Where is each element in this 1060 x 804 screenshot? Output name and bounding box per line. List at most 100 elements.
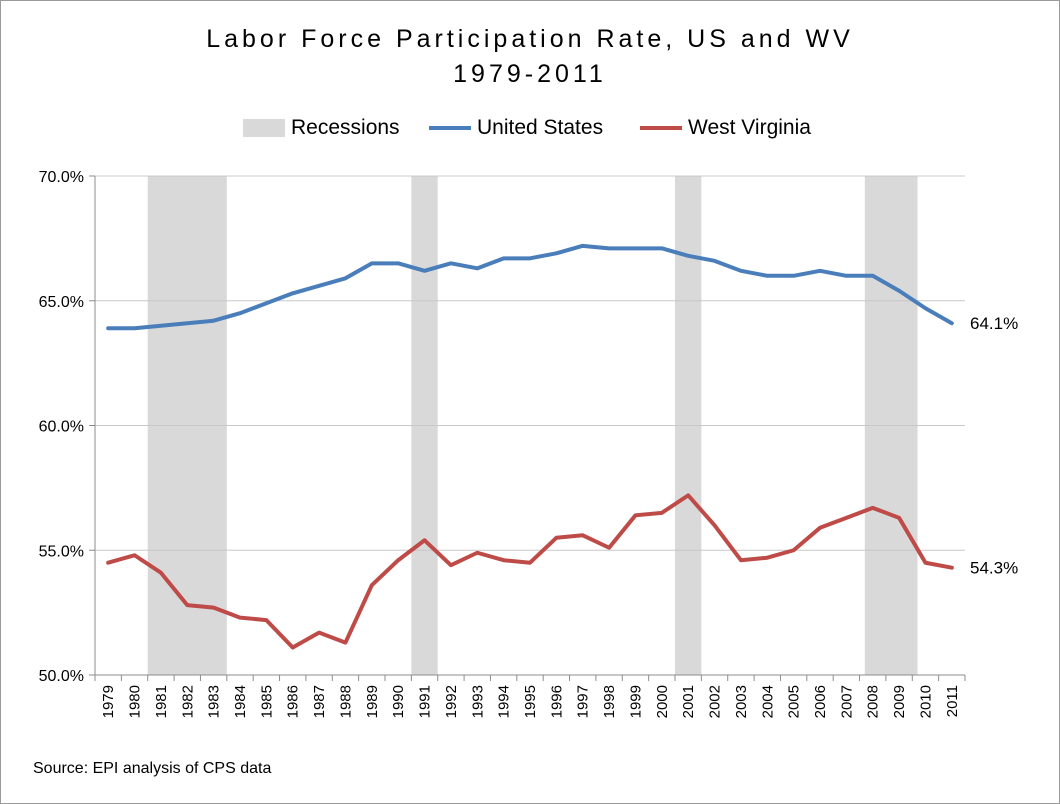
data-point-west-virginia-2009 xyxy=(897,516,901,520)
data-point-united-states-1979 xyxy=(106,326,110,330)
x-tick-label-1983: 1983 xyxy=(206,685,223,718)
data-point-west-virginia-2006 xyxy=(818,526,822,530)
data-point-west-virginia-1980 xyxy=(132,553,137,557)
x-tick-label-1993: 1993 xyxy=(469,685,486,718)
data-point-west-virginia-2011 xyxy=(950,566,954,570)
y-tick-label-65: 65.0% xyxy=(39,294,84,311)
x-tick-label-1996: 1996 xyxy=(548,685,565,718)
data-point-west-virginia-2003 xyxy=(739,558,743,562)
data-point-west-virginia-2002 xyxy=(712,523,717,527)
data-point-west-virginia-2010 xyxy=(923,561,928,565)
legend-label-recessions: Recessions xyxy=(291,116,400,139)
legend: Recessions United States West Virginia xyxy=(0,113,1060,143)
legend-label-west-virginia: West Virginia xyxy=(688,116,811,139)
x-tick-label-2006: 2006 xyxy=(812,685,829,718)
data-point-west-virginia-1986 xyxy=(291,645,295,650)
data-point-united-states-1982 xyxy=(185,321,189,325)
x-tick-label-1995: 1995 xyxy=(522,685,539,718)
x-tick-label-2000: 2000 xyxy=(654,685,671,718)
x-tick-label-1986: 1986 xyxy=(285,685,302,718)
data-point-united-states-2003 xyxy=(739,269,743,273)
data-point-united-states-2009 xyxy=(897,289,901,293)
data-point-united-states-2001 xyxy=(686,254,690,258)
data-point-west-virginia-1999 xyxy=(633,513,638,517)
data-point-west-virginia-1985 xyxy=(264,618,268,622)
chart-subtitle: 1979-2011 xyxy=(453,60,607,88)
legend-item-united-states: United States xyxy=(429,113,603,143)
x-tick-label-1987: 1987 xyxy=(311,685,328,718)
data-point-united-states-1984 xyxy=(238,311,242,315)
data-point-west-virginia-1990 xyxy=(396,558,400,562)
data-point-west-virginia-1989 xyxy=(370,583,374,587)
data-point-west-virginia-1995 xyxy=(528,561,532,565)
x-tick-label-2009: 2009 xyxy=(891,685,908,718)
axes xyxy=(89,175,966,681)
data-point-united-states-2005 xyxy=(792,274,796,278)
data-point-united-states-1981 xyxy=(159,324,163,328)
end-label-west-virginia: 54.3% xyxy=(970,559,1018,578)
data-point-united-states-2004 xyxy=(765,274,769,278)
y-tick-label-50: 50.0% xyxy=(39,668,84,685)
y-tick-label-70: 70.0% xyxy=(39,169,84,186)
data-point-west-virginia-1996 xyxy=(554,536,558,540)
data-point-united-states-1988 xyxy=(343,276,348,280)
data-point-west-virginia-1998 xyxy=(607,546,611,550)
x-tick-label-1982: 1982 xyxy=(179,685,196,718)
data-point-west-virginia-1993 xyxy=(475,551,479,555)
chart-title: Labor Force Participation Rate, US and W… xyxy=(206,25,854,53)
x-tick-label-1999: 1999 xyxy=(627,685,644,718)
tick-labels: 50.0% 55.0% 60.0% 65.0% 70.0% 1979 1980 1981 198… xyxy=(39,169,1019,718)
data-point-united-states-1994 xyxy=(502,256,506,260)
x-tick-label-1988: 1988 xyxy=(337,685,354,718)
data-point-west-virginia-1983 xyxy=(212,606,216,610)
legend-label-united-states: United States xyxy=(477,116,604,139)
legend-item-recessions: Recessions xyxy=(243,113,400,143)
x-tick-label-2003: 2003 xyxy=(733,685,750,718)
data-point-west-virginia-1992 xyxy=(449,563,453,567)
data-point-west-virginia-1979 xyxy=(106,561,110,565)
series-line-west-virginia xyxy=(106,493,954,650)
data-point-united-states-1995 xyxy=(528,256,532,260)
y-tick-label-55: 55.0% xyxy=(39,543,84,560)
data-point-west-virginia-2000 xyxy=(660,511,664,515)
data-point-united-states-1992 xyxy=(449,261,453,265)
data-point-west-virginia-1982 xyxy=(185,603,189,607)
legend-swatch-united-states xyxy=(429,126,471,130)
x-tick-label-1991: 1991 xyxy=(417,685,434,718)
y-tick-label-60: 60.0% xyxy=(39,419,84,436)
x-tick-label-2002: 2002 xyxy=(707,685,724,718)
x-tick-label-2001: 2001 xyxy=(680,685,697,718)
x-tick-label-2008: 2008 xyxy=(865,685,882,718)
x-tick-label-1994: 1994 xyxy=(496,685,513,718)
x-tick-label-2005: 2005 xyxy=(786,685,803,718)
x-tick-label-2011: 2011 xyxy=(944,685,961,717)
x-tick-label-1990: 1990 xyxy=(390,685,407,718)
gridlines xyxy=(95,175,965,551)
x-tick-label-1984: 1984 xyxy=(232,685,249,718)
data-point-west-virginia-2001 xyxy=(686,493,690,497)
data-point-west-virginia-2005 xyxy=(792,548,796,552)
legend-item-west-virginia: West Virginia xyxy=(640,113,811,143)
data-point-united-states-1983 xyxy=(212,319,216,323)
data-point-united-states-1989 xyxy=(370,261,374,265)
data-point-united-states-1987 xyxy=(317,284,321,288)
x-tick-label-1985: 1985 xyxy=(258,685,275,718)
data-point-united-states-1997 xyxy=(581,244,585,248)
data-point-west-virginia-1997 xyxy=(581,533,585,537)
data-point-west-virginia-2007 xyxy=(844,516,848,520)
x-tick-label-2004: 2004 xyxy=(759,685,776,718)
data-point-west-virginia-1994 xyxy=(502,558,506,562)
data-point-west-virginia-2004 xyxy=(765,556,769,560)
data-point-west-virginia-1981 xyxy=(159,571,163,575)
x-tick-label-1998: 1998 xyxy=(601,685,618,718)
data-point-united-states-1996 xyxy=(554,251,558,255)
x-tick-label-2010: 2010 xyxy=(917,685,934,718)
x-tick-label-1992: 1992 xyxy=(443,685,460,718)
data-point-west-virginia-1991 xyxy=(422,538,427,542)
data-point-united-states-1998 xyxy=(607,246,611,250)
data-point-united-states-1999 xyxy=(633,246,638,250)
data-point-united-states-2000 xyxy=(660,246,664,250)
data-point-united-states-1986 xyxy=(291,291,295,295)
data-point-united-states-1990 xyxy=(396,261,400,265)
